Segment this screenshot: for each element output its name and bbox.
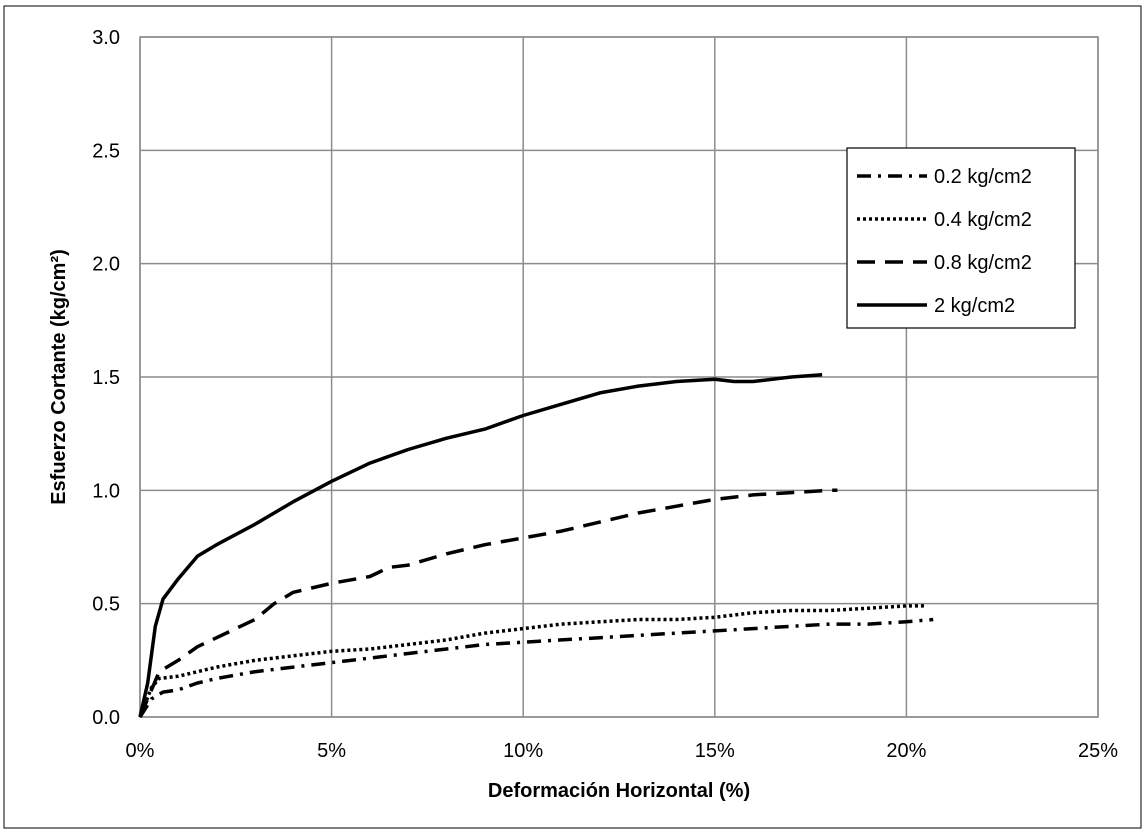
y-tick-label: 1.5 <box>92 367 120 389</box>
y-tick-label: 3.0 <box>92 27 120 49</box>
x-tick-label: 0% <box>126 740 155 762</box>
x-tick-label: 5% <box>317 740 346 762</box>
chart-outer-border <box>4 6 1141 828</box>
y-tick-label: 0.0 <box>92 707 120 729</box>
legend-label: 0.8 kg/cm2 <box>934 252 1032 274</box>
y-tick-label: 2.0 <box>92 254 120 276</box>
legend-label: 0.4 kg/cm2 <box>934 209 1032 231</box>
x-tick-label: 20% <box>886 740 926 762</box>
y-tick-label: 0.5 <box>92 594 120 616</box>
y-axis-title: Esfuerzo Cortante (kg/cm²) <box>48 249 70 505</box>
x-axis-title: Deformación Horizontal (%) <box>488 780 750 802</box>
legend-label: 0.2 kg/cm2 <box>934 166 1032 188</box>
x-tick-label: 10% <box>503 740 543 762</box>
x-tick-label: 25% <box>1078 740 1118 762</box>
x-tick-label: 15% <box>695 740 735 762</box>
y-tick-label: 1.0 <box>92 480 120 502</box>
legend-label: 2 kg/cm2 <box>934 295 1015 317</box>
y-tick-label: 2.5 <box>92 140 120 162</box>
legend: 0.2 kg/cm2 0.4 kg/cm2 0.8 kg/cm2 2 kg/cm2 <box>847 148 1075 328</box>
